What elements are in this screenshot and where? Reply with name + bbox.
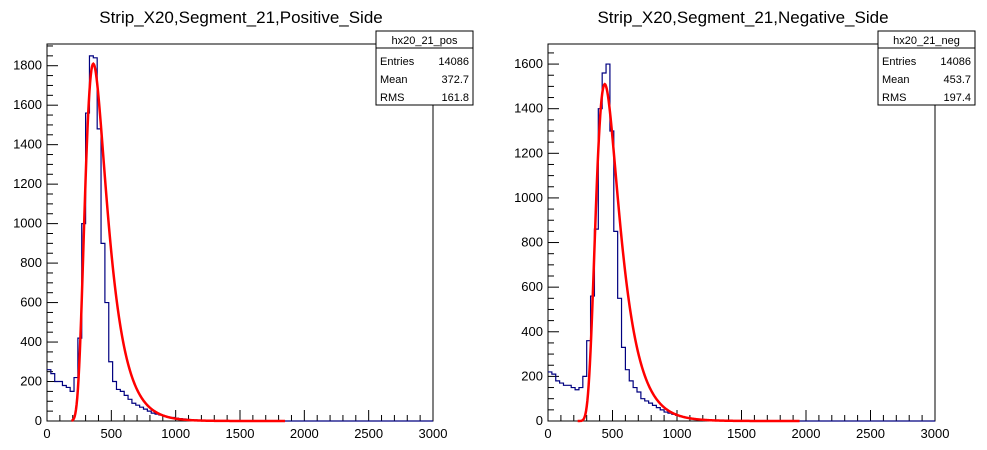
- stats-value: 161.8: [441, 92, 469, 104]
- stats-value: 14086: [438, 56, 469, 68]
- y-tick-label: 200: [521, 368, 543, 383]
- y-tick-label: 400: [521, 324, 543, 339]
- x-tick-label: 1000: [663, 426, 692, 441]
- stats-label: Mean: [882, 74, 910, 86]
- stats-box: hx20_21_pos Entries 14086 Mean 372.7 RMS 161.8: [375, 30, 474, 106]
- y-tick-label: 600: [521, 279, 543, 294]
- chart-title-positive: Strip_X20,Segment_21,Positive_Side: [99, 8, 383, 27]
- stats-value: 372.7: [441, 74, 469, 86]
- y-tick-label: 1600: [514, 56, 543, 71]
- x-tick-label: 1500: [226, 426, 255, 441]
- y-tick-label: 600: [20, 295, 42, 310]
- stats-box-name: hx20_21_pos: [391, 35, 458, 47]
- y-tick-label: 1800: [13, 58, 42, 73]
- y-tick-label: 1200: [514, 145, 543, 160]
- y-tick-label: 800: [521, 235, 543, 250]
- x-tick-label: 0: [43, 426, 50, 441]
- x-tick-label: 2500: [354, 426, 383, 441]
- x-tick-label: 2000: [290, 426, 319, 441]
- stats-box-name: hx20_21_neg: [893, 35, 960, 47]
- x-tick-label: 1000: [161, 426, 190, 441]
- histogram-series: [548, 63, 935, 422]
- x-tick-label: 0: [544, 426, 551, 441]
- y-tick-label: 1400: [13, 137, 42, 152]
- plot-area-positive: 0 500 1000 1500 2000 2500 3000 0 200 400 600 800 100…: [13, 30, 474, 441]
- x-tick-label: 2000: [792, 426, 821, 441]
- x-tick-label: 2500: [856, 426, 885, 441]
- y-tick-label: 0: [35, 413, 42, 428]
- x-tick-label: 3000: [921, 426, 950, 441]
- stats-box-frame: [375, 30, 474, 106]
- stats-value: 453.7: [943, 74, 971, 86]
- y-tick-label: 0: [536, 413, 543, 428]
- y-tick-label: 1000: [13, 216, 42, 231]
- plot-area-negative: 0 500 1000 1500 2000 2500 3000 0 200 400 600 800 100…: [514, 30, 976, 441]
- histogram-series: [47, 55, 433, 422]
- y-tick-label: 400: [20, 334, 42, 349]
- y-tick-label: 1600: [13, 97, 42, 112]
- x-tick-label: 500: [100, 426, 122, 441]
- fit-curve: [71, 61, 286, 423]
- x-tick-label: 500: [602, 426, 624, 441]
- y-tick-label: 1000: [514, 190, 543, 205]
- y-tick-label: 1200: [13, 176, 42, 191]
- stats-label: Entries: [380, 56, 415, 68]
- stats-label: RMS: [882, 92, 906, 104]
- stats-label: RMS: [380, 92, 404, 104]
- y-tick-label: 800: [20, 255, 42, 270]
- stats-value: 197.4: [943, 92, 971, 104]
- chart-title-negative: Strip_X20,Segment_21,Negative_Side: [597, 8, 888, 27]
- y-tick-label: 200: [20, 374, 42, 389]
- x-tick-label: 1500: [727, 426, 756, 441]
- stats-box-frame: [877, 30, 976, 106]
- histogram-panel-positive: Strip_X20,Segment_21,Positive_Side 0 500 1…: [13, 8, 474, 441]
- plot-frame: [46, 43, 434, 422]
- fit-curve: [577, 82, 800, 423]
- stats-label: Mean: [380, 74, 408, 86]
- stats-label: Entries: [882, 56, 917, 68]
- y-tick-label: 1400: [514, 101, 543, 116]
- plot-frame: [547, 43, 936, 422]
- x-tick-label: 3000: [419, 426, 448, 441]
- stats-value: 14086: [940, 56, 971, 68]
- histogram-panel-negative: Strip_X20,Segment_21,Negative_Side 0 500 1…: [514, 8, 976, 441]
- stats-box: hx20_21_neg Entries 14086 Mean 453.7 RMS 197.4: [877, 30, 976, 106]
